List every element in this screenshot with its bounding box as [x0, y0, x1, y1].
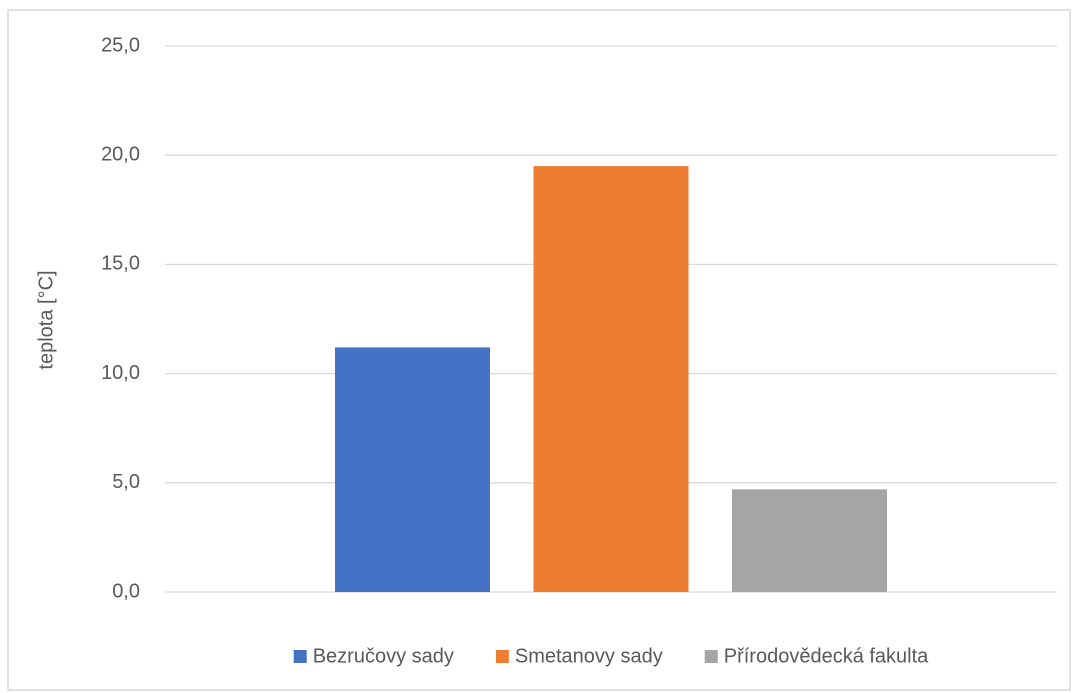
y-tick-label: 20,0 — [101, 143, 140, 165]
y-tick-label: 15,0 — [101, 253, 140, 275]
y-tick-label: 5,0 — [112, 471, 140, 493]
bar — [732, 489, 887, 592]
legend-label: Smetanovy sady — [515, 645, 663, 667]
y-tick-label: 25,0 — [101, 34, 140, 56]
bar — [335, 347, 490, 592]
legend-label: Přírodovědecká fakulta — [724, 645, 929, 667]
legend-swatch — [704, 650, 718, 663]
y-tick-label: 0,0 — [112, 580, 140, 602]
bar — [533, 166, 689, 592]
y-tick-label: 10,0 — [101, 362, 140, 384]
y-axis-label: teplota [°C] — [35, 270, 57, 369]
legend-swatch — [293, 650, 307, 663]
legend-label: Bezručovy sady — [313, 645, 454, 667]
legend-swatch — [495, 650, 509, 663]
